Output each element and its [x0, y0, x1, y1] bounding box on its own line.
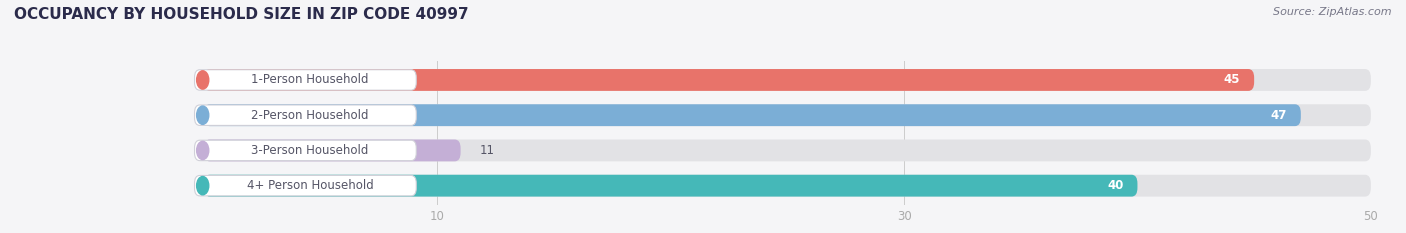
- Text: 3-Person Household: 3-Person Household: [252, 144, 368, 157]
- Text: 11: 11: [479, 144, 495, 157]
- FancyBboxPatch shape: [194, 140, 416, 161]
- Circle shape: [197, 177, 208, 195]
- FancyBboxPatch shape: [194, 105, 416, 125]
- Circle shape: [197, 106, 208, 124]
- Text: OCCUPANCY BY HOUSEHOLD SIZE IN ZIP CODE 40997: OCCUPANCY BY HOUSEHOLD SIZE IN ZIP CODE …: [14, 7, 468, 22]
- FancyBboxPatch shape: [204, 69, 1371, 91]
- FancyBboxPatch shape: [194, 175, 416, 196]
- Text: Source: ZipAtlas.com: Source: ZipAtlas.com: [1274, 7, 1392, 17]
- FancyBboxPatch shape: [204, 104, 1301, 126]
- Text: 4+ Person Household: 4+ Person Household: [246, 179, 374, 192]
- FancyBboxPatch shape: [204, 175, 1371, 197]
- Text: 47: 47: [1271, 109, 1286, 122]
- FancyBboxPatch shape: [204, 140, 461, 161]
- Circle shape: [197, 141, 208, 160]
- FancyBboxPatch shape: [204, 175, 1137, 197]
- Text: 40: 40: [1107, 179, 1123, 192]
- Text: 45: 45: [1223, 73, 1240, 86]
- Text: 1-Person Household: 1-Person Household: [252, 73, 368, 86]
- Text: 2-Person Household: 2-Person Household: [252, 109, 368, 122]
- FancyBboxPatch shape: [194, 70, 416, 90]
- FancyBboxPatch shape: [204, 104, 1371, 126]
- Circle shape: [197, 71, 208, 89]
- FancyBboxPatch shape: [204, 69, 1254, 91]
- FancyBboxPatch shape: [204, 140, 1371, 161]
